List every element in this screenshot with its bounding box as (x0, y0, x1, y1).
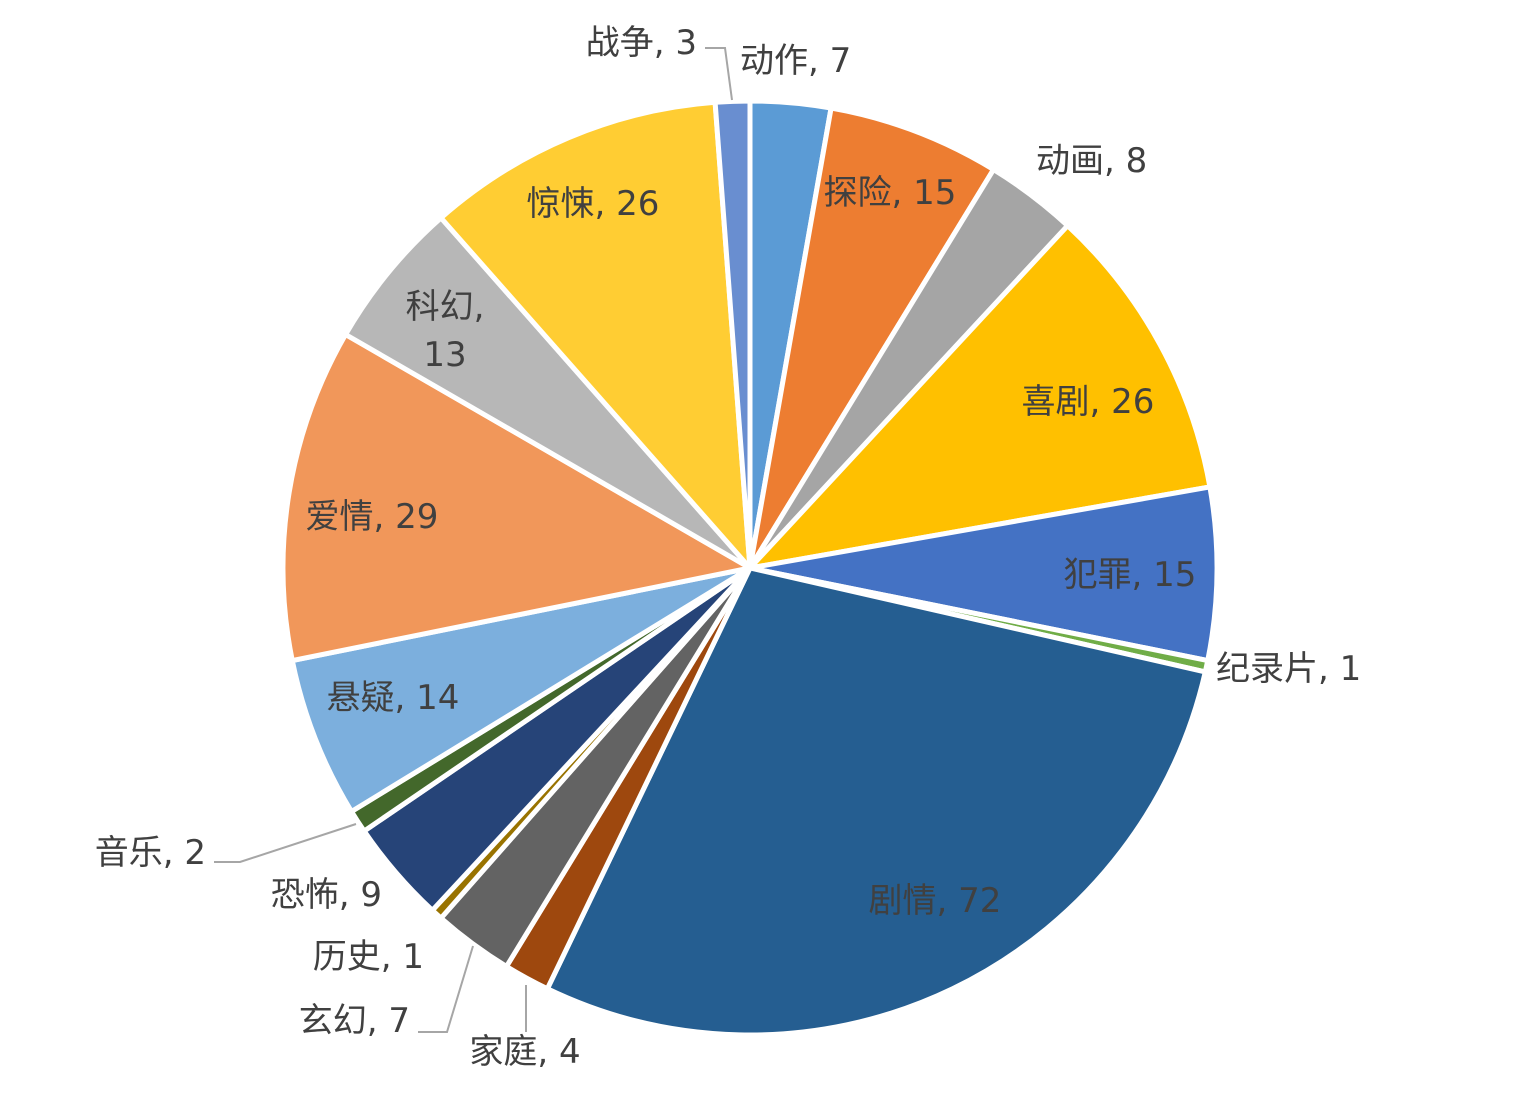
slice-label-14: 科幻, 13 (406, 287, 485, 375)
slices-layer (280, 98, 1220, 1038)
slice-label-line: 悬疑, 14 (327, 678, 460, 718)
slice-label-line: 音乐, 2 (95, 833, 206, 873)
slice-label-line: 纪录片, 1 (1216, 649, 1361, 689)
slice-label-line: 战争, 3 (586, 23, 697, 63)
slice-label-5: 纪录片, 1 (1216, 649, 1361, 689)
slice-label-line: 科幻, (406, 287, 485, 327)
pie-slice-3 (747, 223, 1213, 571)
slice-label-11: 音乐, 2 (95, 833, 206, 873)
slice-label-16: 战争, 3 (586, 23, 697, 63)
pie-slice-6 (544, 565, 1208, 1038)
leader-line-8 (418, 945, 474, 1033)
slice-label-line: 犯罪, 15 (1064, 555, 1197, 595)
slice-label-0: 动作, 7 (740, 41, 851, 81)
pie-slice-12 (289, 565, 753, 815)
pie-slice-16 (712, 98, 753, 571)
slice-label-line: 爱情, 29 (306, 497, 439, 537)
slice-label-line: 喜剧, 26 (1022, 382, 1155, 422)
slice-label-line: 剧情, 72 (869, 881, 1002, 921)
slice-label-line: 13 (423, 335, 466, 375)
leader-line-11 (214, 823, 357, 863)
slice-label-12: 悬疑, 14 (327, 678, 460, 718)
slice-label-line: 惊悚, 26 (527, 184, 660, 224)
slice-label-line: 动画, 8 (1036, 141, 1147, 181)
slice-label-line: 玄幻, 7 (299, 1001, 410, 1041)
slice-label-8: 玄幻, 7 (299, 1001, 410, 1041)
labels-layer: 动作, 7 探险, 15 动画, 8 喜剧, 26 犯罪, 15 纪录片, 1 剧情, 72… (95, 23, 1362, 1072)
leader-line-16 (705, 47, 733, 101)
pie-slice-1 (747, 105, 997, 571)
pie-slice-14 (343, 215, 753, 571)
slice-label-line: 家庭, 4 (469, 1032, 580, 1072)
slice-label-10: 恐怖, 9 (271, 875, 382, 915)
pie-slice-15 (438, 99, 753, 571)
leader-lines-layer (214, 47, 733, 1033)
slice-label-3: 喜剧, 26 (1022, 382, 1155, 422)
slice-label-15: 惊悚, 26 (527, 184, 660, 224)
slice-label-line: 动作, 7 (740, 41, 851, 81)
slice-label-9: 历史, 1 (313, 937, 424, 977)
slice-label-line: 探险, 15 (824, 173, 957, 213)
pie-slice-4 (747, 484, 1220, 664)
slice-label-13: 爱情, 29 (306, 497, 439, 537)
slice-label-line: 恐怖, 9 (271, 875, 382, 915)
slice-label-1: 探险, 15 (824, 173, 957, 213)
slice-label-7: 家庭, 4 (469, 1032, 580, 1072)
slice-label-2: 动画, 8 (1036, 141, 1147, 181)
pie-slice-13 (280, 332, 753, 664)
slice-label-line: 历史, 1 (313, 937, 424, 977)
slice-label-6: 剧情, 72 (869, 881, 1002, 921)
slice-label-4: 犯罪, 15 (1064, 555, 1197, 595)
